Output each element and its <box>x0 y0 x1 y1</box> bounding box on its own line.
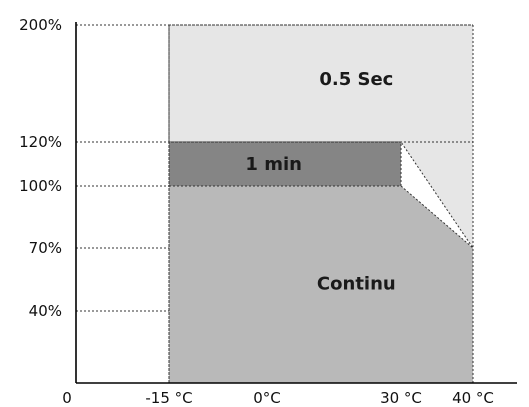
chart-axes <box>75 22 517 384</box>
y-tick-label-40: 40% <box>29 302 62 320</box>
chart-region-labels: 0.5 Sec 1 min Continu <box>245 69 395 295</box>
y-tick-label-70: 70% <box>29 239 62 257</box>
x-tick-label-30-c: 30 °C <box>380 389 422 407</box>
chart-guides <box>76 24 474 383</box>
region-label-continu: Continu <box>317 274 396 295</box>
y-tick-label-120: 120% <box>19 133 62 151</box>
region-label-1-min: 1 min <box>245 154 302 175</box>
y-tick-label-200: 200% <box>19 16 62 34</box>
region-0-5-sec <box>168 24 474 250</box>
y-tick-label-100: 100% <box>19 177 62 195</box>
x-tick-label-0-c: 0°C <box>253 389 281 407</box>
region-label-0-5-sec: 0.5 Sec <box>319 69 393 90</box>
x-tick-label-40-c: 40 °C <box>452 389 494 407</box>
chart-tick-labels: 200% 120% 100% 70% 40% 0 -15 °C 0°C 30 °C 40 °C <box>19 16 494 407</box>
x-tick-label-15-c: -15 °C <box>145 389 192 407</box>
x-origin-label: 0 <box>62 389 72 407</box>
